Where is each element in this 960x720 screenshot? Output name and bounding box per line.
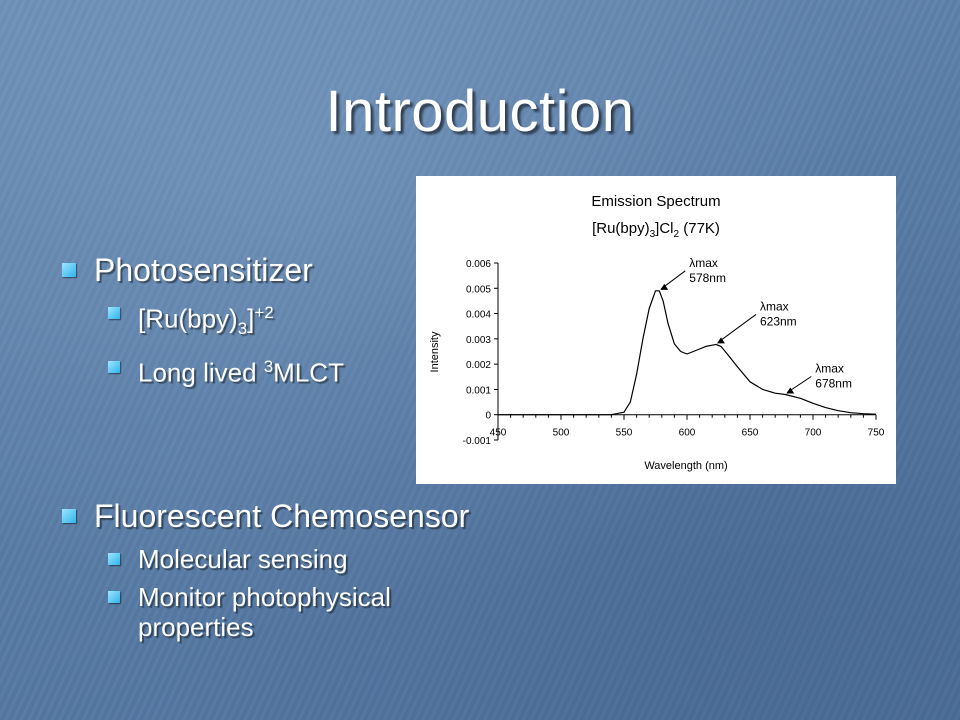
y-tick-label: 0.001: [466, 385, 491, 396]
bullet-photosensitizer: Photosensitizer: [60, 250, 344, 290]
slide-title: Introduction: [325, 79, 635, 144]
monitor-properties-text: Monitor photophysical properties: [138, 582, 391, 642]
annotation-lambda: λmax: [689, 256, 718, 270]
bullet-square-icon: [62, 509, 76, 523]
chart-svg: Emission Spectrum [Ru(bpy)3]Cl2 (77K) In…: [429, 193, 885, 472]
annotation-arrow: [717, 314, 757, 343]
ru-bpy-subscript: 3: [237, 318, 248, 338]
annotation-wavelength: 578nm: [689, 271, 726, 285]
annotation-wavelength: 623nm: [760, 314, 797, 328]
x-tick-label: 550: [616, 428, 633, 439]
ru-bpy-bracket: ]: [247, 303, 255, 334]
bullet-monitor-properties: Monitor photophysical properties: [60, 582, 498, 642]
bullet-heading: Fluorescent Chemosensor: [94, 498, 470, 534]
bullet-square-icon: [62, 263, 76, 277]
plot-area: -0.001 0 0.001 0.002 0.003 0.004 0.005 0.006 450…: [463, 256, 885, 447]
x-axis-label: Wavelength (nm): [644, 460, 727, 472]
y-tick-label: 0.004: [466, 310, 491, 321]
x-tick-label: 600: [679, 428, 696, 439]
annotation-arrowhead: [786, 387, 795, 394]
x-tick-label: 700: [805, 428, 822, 439]
subtitle-part-b: ]Cl: [655, 220, 673, 237]
subtitle-part-a: [Ru(bpy): [592, 220, 650, 237]
annotation-arrowhead: [716, 337, 725, 344]
photosensitizer-section: Photosensitizer [Ru(bpy)3]+2 Long lived …: [60, 250, 344, 388]
chemosensor-section: Fluorescent Chemosensor Molecular sensin…: [60, 496, 498, 642]
y-tick-label: 0.002: [466, 360, 491, 371]
bullet-molecular-sensing: Molecular sensing: [60, 544, 498, 574]
bullet-square-icon: [108, 553, 120, 565]
annotation-arrowhead: [660, 283, 669, 290]
subtitle-part-c: (77K): [679, 220, 720, 237]
chart-title: Emission Spectrum: [591, 193, 720, 210]
y-axis-label: Intensity: [429, 331, 441, 372]
x-tick-label: 750: [868, 428, 885, 439]
bullet-long-lived: Long lived 3MLCT: [60, 352, 344, 388]
y-tick-label: 0.006: [466, 259, 491, 270]
x-tick-label: 500: [553, 428, 570, 439]
bullet-chemosensor: Fluorescent Chemosensor: [60, 496, 498, 536]
ru-bpy-charge: +2: [254, 303, 274, 322]
bullet-ru-bpy: [Ru(bpy)3]+2: [60, 298, 344, 344]
chart-subtitle: [Ru(bpy)3]Cl2 (77K): [592, 220, 720, 240]
bullet-square-icon: [108, 307, 120, 319]
bullet-square-icon: [108, 360, 120, 373]
emission-series-line: [498, 290, 877, 416]
annotation-wavelength: 678nm: [815, 376, 852, 390]
y-tick-label: 0: [485, 411, 491, 422]
x-tick-label: 450: [490, 428, 507, 439]
annotation-lambda: λmax: [760, 299, 789, 313]
y-tick-label: 0.005: [466, 284, 491, 295]
emission-spectrum-chart: Emission Spectrum [Ru(bpy)3]Cl2 (77K) In…: [416, 176, 896, 484]
ru-bpy-text: [Ru(bpy): [138, 303, 238, 334]
subtitle-sub-3: 3: [650, 229, 656, 240]
bullet-square-icon: [108, 591, 120, 603]
annotation-lambda: λmax: [815, 361, 844, 375]
y-tick-label: 0.003: [466, 335, 491, 346]
y-tick-label: -0.001: [463, 436, 492, 447]
molecular-sensing-text: Molecular sensing: [138, 544, 348, 574]
subtitle-sub-2: 2: [674, 229, 680, 240]
long-lived-mlct: MLCT: [273, 357, 344, 388]
long-lived-text: Long lived: [138, 357, 264, 388]
bullet-heading: Photosensitizer: [94, 252, 313, 288]
long-lived-superscript: 3: [263, 356, 274, 376]
x-tick-label: 650: [742, 428, 759, 439]
